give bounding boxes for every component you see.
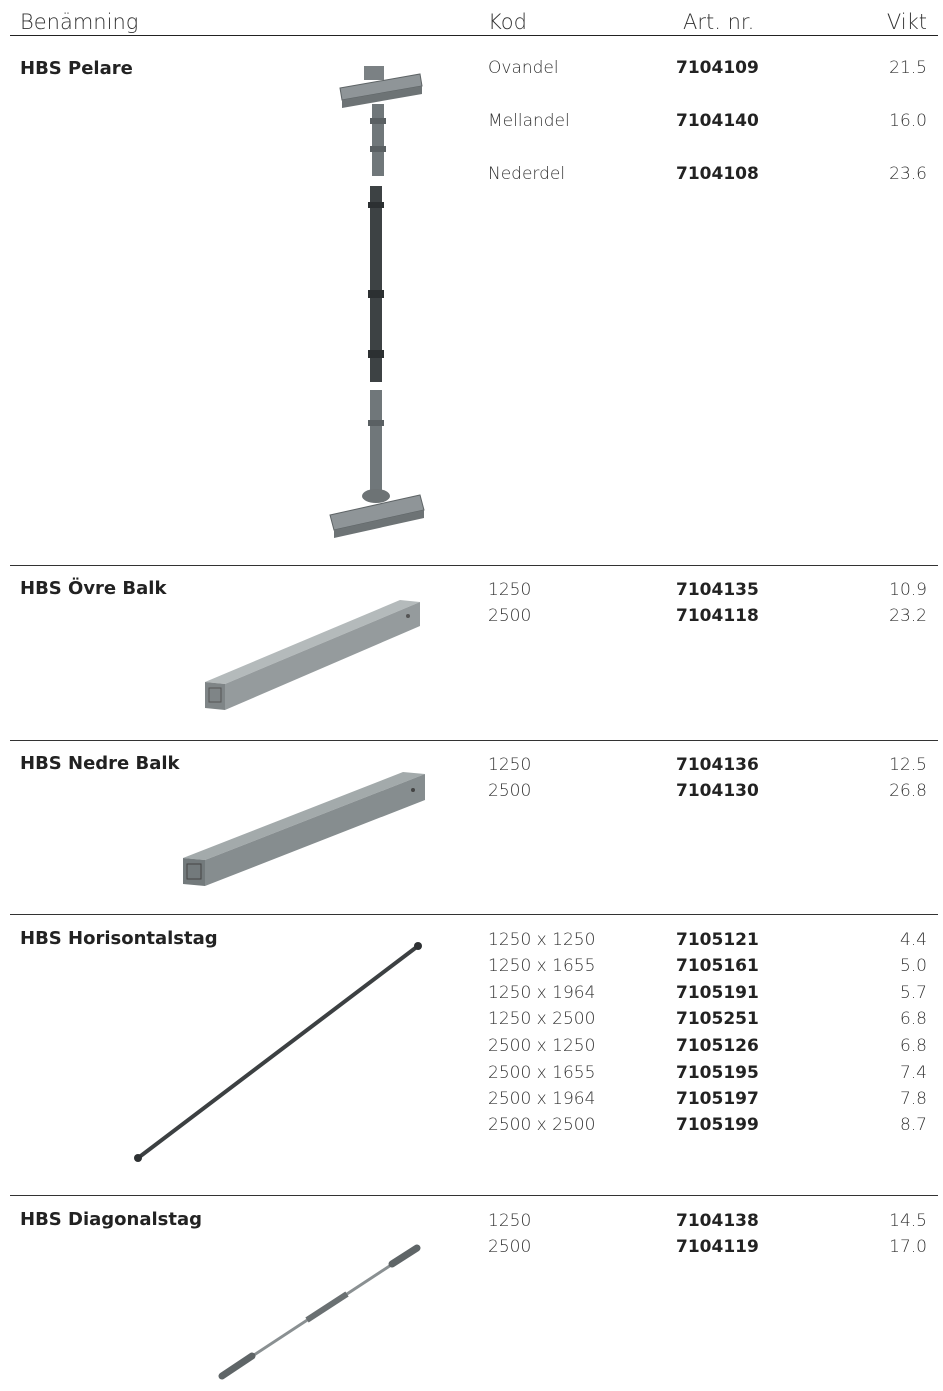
diagonal-brace-icon (218, 1244, 421, 1380)
row-article: 7104108 (676, 164, 759, 184)
section-divider (10, 914, 938, 915)
table-row: 1250 x 2500 7105251 6.8 (0, 1009, 943, 1035)
row-weight: 21.5 (889, 58, 927, 78)
row-code: 2500 x 2500 (488, 1115, 596, 1135)
table-row: 2500 7104130 26.8 (0, 781, 943, 807)
row-weight: 23.2 (889, 606, 927, 626)
row-weight: 23.6 (889, 164, 927, 184)
row-weight: 7.8 (899, 1089, 927, 1109)
product-name-ovre-balk: HBS Övre Balk (20, 578, 167, 599)
product-name-nedre-balk: HBS Nedre Balk (20, 753, 180, 774)
table-row: 2500 7104119 17.0 (0, 1237, 943, 1263)
row-weight: 10.9 (889, 580, 927, 600)
row-code: 2500 (488, 781, 532, 801)
row-code: 1250 (488, 580, 532, 600)
row-article: 7105161 (676, 956, 759, 976)
row-weight: 6.8 (899, 1036, 927, 1056)
lower-beam-icon (183, 772, 425, 886)
table-row: Nederdel 7104108 23.6 (0, 164, 943, 190)
row-article: 7104118 (676, 606, 759, 626)
row-weight: 14.5 (889, 1211, 927, 1231)
row-weight: 8.7 (899, 1115, 927, 1135)
table-row: 2500 x 1250 7105126 6.8 (0, 1036, 943, 1062)
row-code: 1250 x 1655 (488, 956, 596, 976)
product-name-pelare: HBS Pelare (20, 58, 133, 79)
table-row: 1250 7104138 14.5 (0, 1211, 943, 1237)
row-weight: 5.0 (899, 956, 927, 976)
row-code: 2500 x 1250 (488, 1036, 596, 1056)
table-row: 1250 x 1964 7105191 5.7 (0, 983, 943, 1009)
header-article: Art. nr. (683, 10, 755, 34)
table-row: 1250 x 1655 7105161 5.0 (0, 956, 943, 982)
row-weight: 16.0 (889, 111, 927, 131)
row-code: 2500 x 1655 (488, 1063, 596, 1083)
row-article: 7104109 (676, 58, 759, 78)
table-row: 2500 x 1655 7105195 7.4 (0, 1063, 943, 1089)
row-code: 1250 (488, 755, 532, 775)
section-divider (10, 1195, 938, 1196)
row-article: 7104140 (676, 111, 759, 131)
row-code: Ovandel (488, 58, 559, 78)
table-row: Mellandel 7104140 16.0 (0, 111, 943, 137)
header-code: Kod (488, 10, 527, 34)
row-weight: 7.4 (899, 1063, 927, 1083)
column-icon (329, 66, 425, 538)
row-article: 7105126 (676, 1036, 759, 1056)
table-row: 2500 x 2500 7105199 8.7 (0, 1115, 943, 1141)
section-divider (10, 740, 938, 741)
row-article: 7104136 (676, 755, 759, 775)
row-weight: 17.0 (889, 1237, 927, 1257)
row-article: 7105191 (676, 983, 759, 1003)
table-row: 1250 x 1250 7105121 4.4 (0, 930, 943, 956)
upper-beam-icon (205, 600, 420, 710)
row-article: 7105195 (676, 1063, 759, 1083)
row-weight: 6.8 (899, 1009, 927, 1029)
section-divider (10, 565, 938, 566)
row-code: 1250 x 2500 (488, 1009, 596, 1029)
row-weight: 5.7 (899, 983, 927, 1003)
product-name-diagonalstag: HBS Diagonalstag (20, 1209, 203, 1230)
row-code: 2500 (488, 1237, 532, 1257)
row-article: 7104138 (676, 1211, 759, 1231)
row-code: 1250 (488, 1211, 532, 1231)
table-row: 1250 7104135 10.9 (0, 580, 943, 606)
row-code: Mellandel (488, 111, 570, 131)
table-row: Ovandel 7104109 21.5 (0, 58, 943, 84)
horizontal-brace-icon (134, 942, 422, 1162)
row-code: 1250 x 1964 (488, 983, 596, 1003)
row-code: 2500 x 1964 (488, 1089, 596, 1109)
table-row: 1250 7104136 12.5 (0, 755, 943, 781)
product-name-horisontalstag: HBS Horisontalstag (20, 928, 218, 949)
header-weight: Vikt (886, 10, 927, 34)
row-article: 7104119 (676, 1237, 759, 1257)
row-article: 7105121 (676, 930, 759, 950)
row-article: 7104135 (676, 580, 759, 600)
header-divider (10, 35, 938, 36)
row-code: Nederdel (488, 164, 566, 184)
row-code: 2500 (488, 606, 532, 626)
table-row: 2500 7104118 23.2 (0, 606, 943, 632)
row-article: 7105251 (676, 1009, 759, 1029)
header-name: Benämning (20, 10, 139, 34)
row-article: 7104130 (676, 781, 759, 801)
row-weight: 12.5 (889, 755, 927, 775)
row-article: 7105199 (676, 1115, 759, 1135)
table-row: 2500 x 1964 7105197 7.8 (0, 1089, 943, 1115)
row-weight: 4.4 (899, 930, 927, 950)
row-code: 1250 x 1250 (488, 930, 596, 950)
row-weight: 26.8 (889, 781, 927, 801)
row-article: 7105197 (676, 1089, 759, 1109)
